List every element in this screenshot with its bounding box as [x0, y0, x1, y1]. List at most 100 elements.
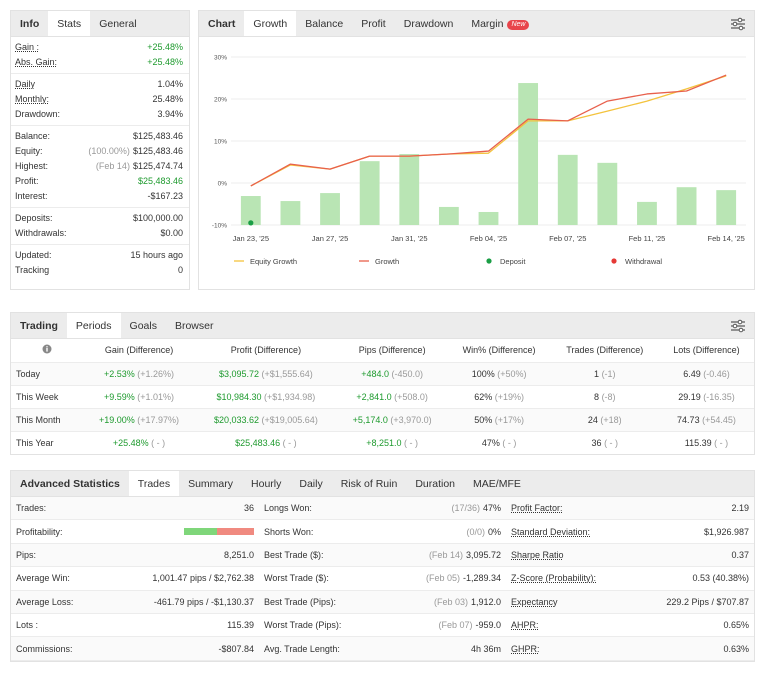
cell-value: 8	[594, 391, 600, 402]
stat-value: -959.0	[475, 620, 501, 631]
cell-value: 36	[591, 437, 602, 448]
period-cell: +2.53% (+1.26%)	[83, 362, 196, 386]
info-value-wrap: $100,000.00	[133, 211, 183, 226]
settings-icon[interactable]	[730, 319, 746, 333]
trading-panel: Trading Periods Goals Browser Gain (Differe…	[10, 312, 755, 455]
cell-value: 1	[594, 368, 600, 379]
tab-bar: Trading Periods Goals Browser	[11, 313, 754, 339]
cell-difference: (-16.35)	[703, 391, 735, 402]
stat-value: -1,289.34	[462, 573, 501, 584]
tab[interactable]: Stats	[48, 11, 91, 36]
cell-difference: (-450.0)	[391, 368, 424, 379]
cell-difference: (+19%)	[494, 391, 524, 402]
settings-icon[interactable]	[730, 17, 746, 31]
column-header: Pips (Difference)	[336, 339, 448, 363]
cell-value: 6.49	[683, 368, 701, 379]
tab[interactable]: Duration	[415, 478, 456, 490]
stat-cell: AHPR: 0.65%	[506, 614, 754, 638]
point	[248, 220, 254, 226]
column-header: Gain (Difference)	[83, 339, 196, 363]
line-series	[250, 74, 727, 187]
period-label: This Year	[16, 437, 54, 448]
legend-label[interactable]: Growth	[375, 257, 399, 266]
cell-difference: (+1.26%)	[137, 368, 175, 379]
period-row: Today +2.53% (+1.26%) $3,095.72 (+$1,555.6…	[11, 362, 754, 386]
column-header: Win% (Difference)	[447, 339, 551, 363]
cell-difference: ( - )	[404, 437, 419, 448]
info-group: Updated: 15 hours ago Tracking 0	[11, 245, 189, 281]
info-label: Updated:	[15, 250, 52, 260]
bar	[359, 161, 380, 225]
tab[interactable]: Margin New	[462, 11, 538, 36]
stat-label: AHPR:	[511, 620, 539, 631]
period-row: This Month +19.00% (+17.97%) $20,033.62 (+…	[11, 408, 754, 432]
cell-value: $10,984.30	[216, 391, 262, 402]
tab[interactable]: Daily	[299, 478, 323, 490]
info-group: Gain : +25.48% Abs. Gain: +25.48%	[11, 37, 189, 74]
stat-value: -$807.84	[218, 643, 254, 654]
period-cell: 115.39 ( - )	[659, 431, 754, 454]
tab[interactable]: Trades	[128, 471, 180, 496]
period-cell: 74.73 (+54.45)	[658, 408, 754, 432]
cell-difference: (+50%)	[497, 368, 527, 379]
stat-label: Commissions:	[16, 643, 73, 654]
info-value: 1.04%	[157, 79, 183, 89]
stat-value: 0.63%	[723, 643, 749, 654]
stat-cell: Average Win: 1,001.47 pips / $2,762.38	[11, 567, 259, 591]
cell-difference: (+508.0)	[394, 391, 428, 402]
x-tick-label: Jan 23, '25	[233, 234, 269, 243]
stat-value: 2.19	[731, 503, 749, 514]
cell-difference: (+17%)	[494, 414, 524, 425]
info-row: Updated: 15 hours ago	[15, 248, 183, 263]
stat-value-wrap: 0.37	[731, 550, 749, 560]
stat-value-wrap: 2.19	[731, 503, 749, 513]
tab[interactable]: Growth	[244, 11, 297, 36]
tab[interactable]: General	[99, 18, 137, 30]
stat-cell: Avg. Trade Length: 4h 36m	[259, 637, 506, 661]
info-row: Interest: -$167.23	[15, 189, 183, 204]
stat-value-wrap	[184, 528, 254, 536]
advanced-panel: Advanced Statistics Trades Summary Hourly Da…	[10, 470, 755, 662]
stat-value-wrap: 8,251.0	[224, 550, 254, 560]
stat-value: 3,095.72	[465, 549, 501, 560]
stat-cell: Worst Trade ($): (Feb 05) -1,289.34	[259, 567, 506, 591]
legend-label[interactable]: Deposit	[500, 257, 526, 266]
legend-swatch	[611, 258, 617, 264]
cell-value: +25.48%	[112, 437, 149, 448]
tab[interactable]: Summary	[188, 478, 234, 490]
tab[interactable]: MAE/MFE	[473, 478, 521, 490]
cell-difference: (+18)	[600, 414, 622, 425]
tab[interactable]: Periods	[66, 313, 121, 338]
tab-bar: Advanced Statistics Trades Summary Hourly Da…	[11, 471, 754, 497]
tab[interactable]: Drawdown	[403, 18, 454, 30]
tab[interactable]: Risk of Ruin	[340, 478, 398, 490]
period-label: Today	[11, 362, 83, 386]
legend-label[interactable]: Equity Growth	[250, 257, 297, 266]
cell-value: 115.39	[684, 437, 712, 448]
tab[interactable]: Info	[20, 18, 40, 30]
tab[interactable]: Goals	[129, 320, 157, 332]
tab[interactable]: Advanced Statistics	[20, 478, 120, 490]
tab[interactable]: Chart	[208, 18, 236, 30]
info-label: Daily	[15, 79, 36, 89]
info-value: $100,000.00	[132, 213, 183, 223]
legend-label[interactable]: Withdrawal	[625, 257, 662, 266]
tab[interactable]: Hourly	[251, 478, 282, 490]
stat-cell: Best Trade ($): (Feb 14) 3,095.72	[259, 543, 506, 568]
stat-value-wrap: (Feb 14) 3,095.72	[429, 550, 501, 560]
stat-note: (Feb 07)	[438, 620, 473, 631]
tab[interactable]: Balance	[305, 18, 344, 30]
stat-cell: Trades: 36	[11, 497, 259, 521]
tab[interactable]: Profit	[361, 18, 386, 30]
stat-cell: Expectancy 229.2 Pips / $707.87	[506, 590, 754, 614]
info-icon[interactable]	[42, 344, 52, 354]
tab[interactable]: Trading	[20, 320, 58, 332]
info-row: Tracking 0	[15, 263, 183, 278]
tab[interactable]: Browser	[174, 320, 214, 332]
cell-value: 74.73	[677, 414, 700, 425]
info-value-wrap: +25.48%	[147, 40, 183, 55]
info-value: 25.48%	[152, 94, 183, 104]
info-value-wrap: $25,483.46	[138, 174, 183, 189]
period-cell: $10,984.30 (+$1,934.98)	[195, 385, 337, 409]
bar	[716, 190, 737, 225]
